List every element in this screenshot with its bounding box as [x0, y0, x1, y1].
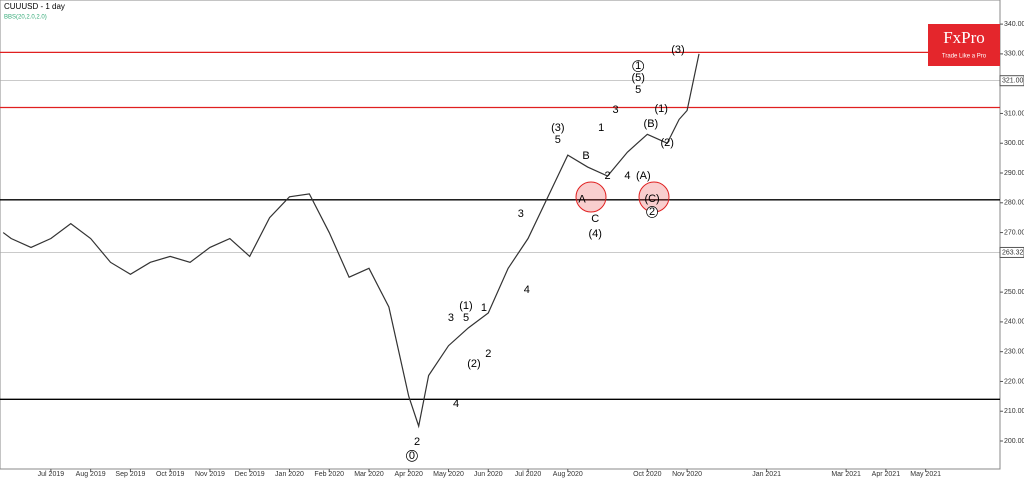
wave-label: 0: [409, 450, 415, 462]
x-tick-label: Nov 2019: [195, 471, 225, 478]
wave-label: 4: [453, 398, 459, 410]
wave-label: 1: [598, 122, 604, 134]
y-tick-label: 250.00: [1004, 289, 1024, 296]
wave-label: 1: [481, 302, 487, 314]
x-tick-label: Mar 2020: [354, 471, 384, 478]
wave-label: C: [591, 213, 599, 225]
wave-label: 3: [612, 104, 618, 116]
x-tick-label: Mar 2021: [831, 471, 861, 478]
wave-label: (2): [467, 358, 480, 370]
x-tick-label: Apr 2021: [872, 471, 901, 478]
wave-label: 4: [524, 284, 530, 296]
x-tick-label: Dec 2019: [235, 471, 265, 478]
wave-label: (A): [636, 170, 651, 182]
x-tick-label: Oct 2020: [633, 471, 662, 478]
wave-label: 3: [518, 208, 524, 220]
wave-label: (1): [459, 300, 472, 312]
wave-label: 2: [485, 348, 491, 360]
highlight-circle: [575, 181, 607, 213]
wave-label: 5: [635, 84, 641, 96]
x-tick-label: Jun 2020: [474, 471, 503, 478]
x-tick-label: Jul 2019: [38, 471, 65, 478]
x-tick-label: Sep 2019: [115, 471, 145, 478]
wave-label: 3: [448, 312, 454, 324]
wave-label: (5): [631, 72, 644, 84]
x-tick-label: Oct 2019: [156, 471, 185, 478]
x-tick-label: Aug 2020: [553, 471, 583, 478]
chart-title: CUUUSD - 1 day: [4, 2, 65, 11]
price-line-series: [2, 53, 700, 429]
plot-frame: [0, 0, 1001, 470]
wave-label: (B): [644, 118, 659, 130]
y-tick-label: 200.00: [1004, 438, 1024, 445]
wave-label: (1): [655, 103, 668, 115]
wave-label: A: [578, 194, 586, 206]
logo-box: [928, 24, 1000, 66]
y-tick-label: 210.00: [1004, 408, 1024, 415]
wave-label: (4): [589, 228, 602, 240]
x-tick-label: Apr 2020: [395, 471, 424, 478]
y-tick-label: 220.00: [1004, 378, 1024, 385]
wave-circle: [646, 206, 658, 218]
wave-circle: [406, 450, 418, 462]
x-tick-label: Nov 2020: [672, 471, 702, 478]
logo-tagline: Trade Like a Pro: [942, 54, 987, 60]
wave-label: B: [582, 150, 589, 162]
x-tick-label: Aug 2019: [76, 471, 106, 478]
x-tick-label: May 2020: [433, 471, 464, 478]
wave-label: (C): [644, 193, 659, 205]
wave-label: 5: [463, 312, 469, 324]
x-tick-label: May 2021: [910, 471, 941, 478]
wave-circle: [632, 60, 645, 72]
wave-label: (3): [551, 122, 564, 134]
x-tick-label: Jan 2021: [752, 471, 781, 478]
y-tick-label: 310.00: [1004, 110, 1024, 117]
indicator-label: BBS(20,2.0,2.0): [4, 15, 47, 21]
x-tick-label: Jul 2020: [515, 471, 542, 478]
x-tick-label: Jan 2020: [275, 471, 304, 478]
wave-label: 2: [414, 436, 420, 448]
x-tick-label: Feb 2020: [314, 471, 344, 478]
wave-label: 1: [635, 60, 641, 72]
y-tick-label: 280.00: [1004, 200, 1024, 207]
logo-brand: FxPro: [943, 28, 985, 47]
price-label: 263.32: [1002, 249, 1024, 256]
y-tick-label: 240.00: [1004, 319, 1024, 326]
price-label: 321.00: [1002, 78, 1024, 85]
wave-label: 5: [555, 134, 561, 146]
wave-label: (3): [671, 44, 684, 56]
price-label-box: [999, 246, 1024, 258]
y-tick-label: 300.00: [1004, 140, 1024, 147]
y-tick-label: 330.00: [1004, 51, 1024, 58]
y-tick-label: 290.00: [1004, 170, 1024, 177]
y-tick-label: 270.00: [1004, 229, 1024, 236]
y-tick-label: 230.00: [1004, 349, 1024, 356]
price-label-box: [999, 75, 1024, 87]
wave-label: 2: [649, 206, 655, 218]
wave-label: 4: [624, 170, 630, 182]
wave-label: (2): [660, 137, 673, 149]
y-tick-label: 340.00: [1004, 21, 1024, 28]
wave-label: 2: [604, 170, 610, 182]
